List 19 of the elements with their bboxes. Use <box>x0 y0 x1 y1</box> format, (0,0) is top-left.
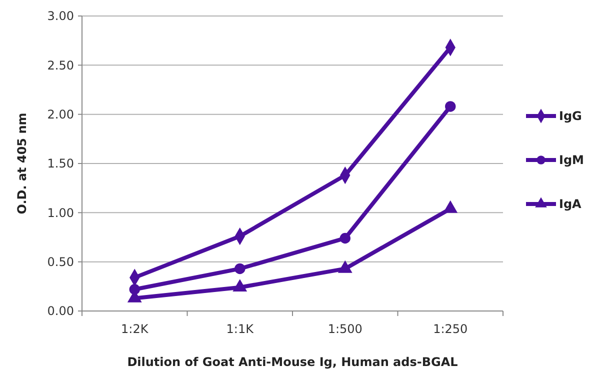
y-tick-label: 3.00 <box>47 9 74 24</box>
x-tick-label: 1:2K <box>121 322 150 336</box>
y-tick-label: 1.50 <box>47 156 74 171</box>
x-tick-label: 1:500 <box>328 322 362 336</box>
legend-label: IgG <box>559 109 582 124</box>
point <box>340 232 350 244</box>
x-tick-label: 1:250 <box>433 322 468 336</box>
y-tick-label: 0.00 <box>47 304 74 318</box>
legend-label: IgM <box>559 153 584 168</box>
y-tick-label: 0.50 <box>47 255 74 270</box>
y-tick-label: 2.50 <box>47 58 74 72</box>
y-tick-label: 1.00 <box>47 206 74 220</box>
x-tick-label: 1:1K <box>226 322 255 336</box>
point <box>234 263 246 274</box>
x-axis-title: Dilution of Goat Anti-Mouse Ig, Human ads-BGAL <box>127 355 458 369</box>
y-axis-title: O.D. at 405 nm <box>15 112 29 214</box>
point <box>445 101 456 112</box>
legend-label: IgA <box>559 197 582 212</box>
y-tick-label: 2.00 <box>47 108 74 122</box>
